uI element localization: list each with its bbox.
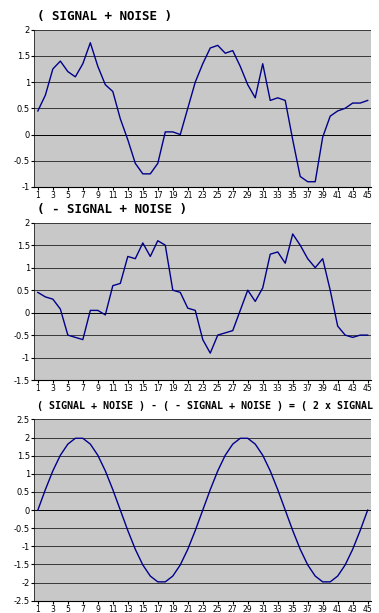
Text: ( - SIGNAL + NOISE ): ( - SIGNAL + NOISE ) <box>38 203 188 216</box>
Text: ( SIGNAL + NOISE ): ( SIGNAL + NOISE ) <box>38 10 172 23</box>
Text: ( SIGNAL + NOISE ) - ( - SIGNAL + NOISE ) = ( 2 x SIGNAL ): ( SIGNAL + NOISE ) - ( - SIGNAL + NOISE … <box>38 402 379 411</box>
